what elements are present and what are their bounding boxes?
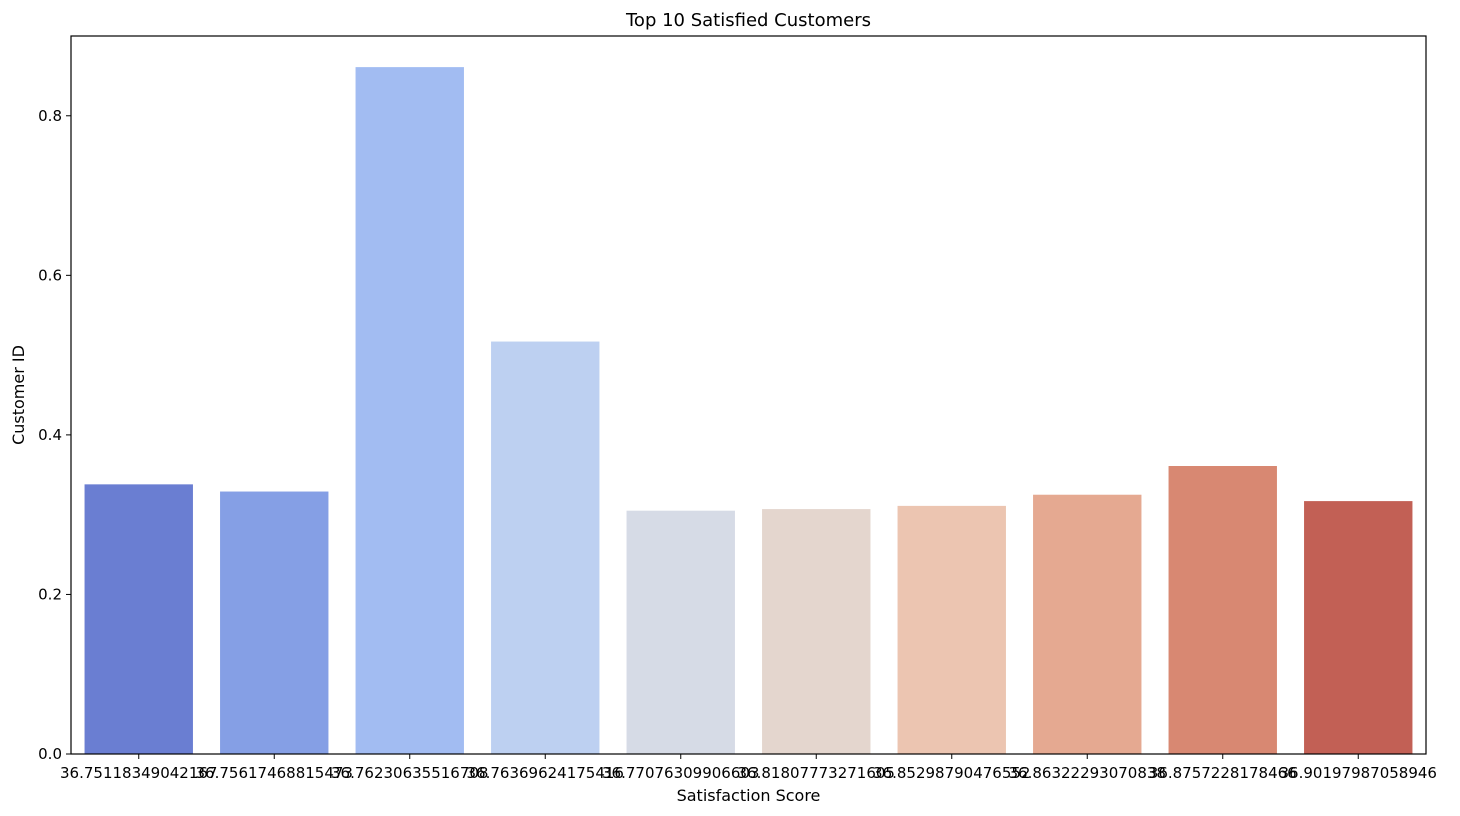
y-tick-label: 0.2	[38, 585, 62, 603]
plot-area: 0.0 0.2 0.4 0.6 0.8 36.7511834904216736.75617…	[38, 35, 1437, 782]
x-tick-label: 36.75118349042167	[60, 764, 217, 782]
y-tick-label: 0.4	[38, 426, 62, 444]
bar-9	[1168, 466, 1277, 754]
x-tick-label: 36.8757228178466	[1149, 764, 1297, 782]
x-axis-label: Satisfaction Score	[677, 786, 821, 805]
bar-3	[355, 67, 464, 754]
plot-frame	[70, 35, 1427, 755]
bar-5	[626, 510, 735, 754]
x-tick-label: 36.76230635516708	[331, 764, 488, 782]
y-tick-label: 0.0	[38, 745, 62, 763]
bar-4	[491, 341, 600, 754]
y-tick-label: 0.8	[38, 107, 62, 125]
y-tick-label: 0.6	[38, 266, 62, 284]
bar-7	[897, 505, 1006, 754]
bar-1	[84, 484, 193, 754]
x-tick-label: 36.86322293070838	[1009, 764, 1166, 782]
x-tick-label: 36.81807773271605	[738, 764, 895, 782]
x-tick-label: 36.76369624175416	[467, 764, 624, 782]
x-tick-label: 36.85298790476552	[873, 764, 1030, 782]
x-tick-label: 36.77076309906603	[602, 764, 759, 782]
bar-10	[1304, 501, 1413, 754]
x-tick-label: 36.75617468815473	[196, 764, 353, 782]
bar-8	[1033, 494, 1142, 754]
bar-2	[220, 491, 329, 754]
chart-title: Top 10 Satisfied Customers	[625, 10, 871, 31]
x-tick-label: 36.90197987058946	[1280, 764, 1437, 782]
y-axis-label: Customer ID	[9, 345, 28, 445]
bar-6	[762, 509, 871, 754]
